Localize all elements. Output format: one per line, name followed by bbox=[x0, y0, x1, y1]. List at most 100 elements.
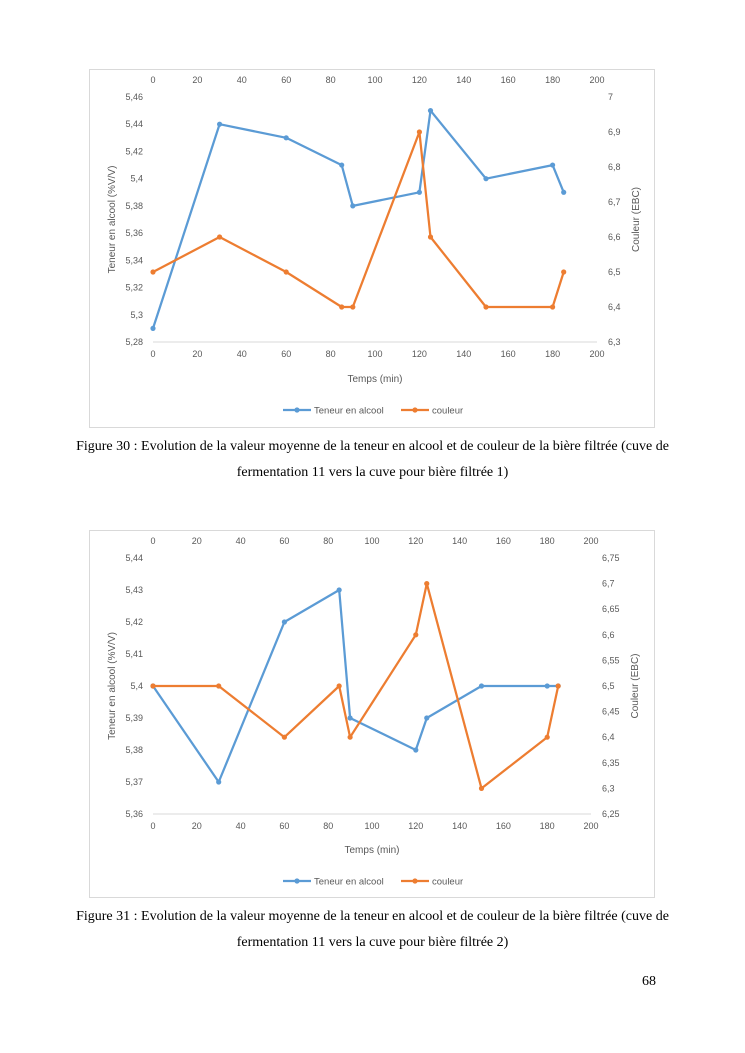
series-line-alcool bbox=[152, 588, 559, 784]
y2-tick-label: 6,7 bbox=[608, 197, 621, 207]
x-tick-label: 60 bbox=[281, 349, 291, 359]
data-point-couleur bbox=[283, 269, 289, 275]
legend-label-alcool: Teneur en alcool bbox=[314, 406, 384, 417]
x2-tick-label: 20 bbox=[192, 75, 202, 85]
y2-tick-label: 6,65 bbox=[602, 604, 620, 614]
y2-tick-label: 6,9 bbox=[608, 127, 621, 137]
data-point-couleur bbox=[424, 581, 430, 587]
y-tick-label: 5,42 bbox=[125, 617, 143, 627]
y-tick-label: 5,32 bbox=[125, 283, 143, 293]
y-tick-label: 5,43 bbox=[125, 585, 143, 595]
x-tick-label: 200 bbox=[589, 349, 604, 359]
y2-tick-label: 6,5 bbox=[608, 267, 621, 277]
x2-tick-label: 40 bbox=[237, 75, 247, 85]
data-point-couleur bbox=[478, 785, 485, 791]
x2-tick-label: 20 bbox=[192, 536, 202, 546]
x2-tick-label: 120 bbox=[412, 75, 427, 85]
x-tick-label: 180 bbox=[545, 349, 560, 359]
y-tick-label: 5,28 bbox=[125, 337, 143, 347]
legend-marker-alcool bbox=[294, 407, 300, 413]
data-point-couleur bbox=[483, 304, 489, 310]
y2-tick-label: 6,5 bbox=[602, 681, 615, 691]
y-tick-label: 5,38 bbox=[125, 745, 143, 755]
data-point-alcool bbox=[478, 683, 485, 689]
y-tick-label: 5,34 bbox=[125, 255, 143, 265]
x2-tick-label: 140 bbox=[456, 75, 471, 85]
x2-tick-label: 180 bbox=[545, 75, 560, 85]
x2-tick-label: 140 bbox=[452, 536, 467, 546]
y2-tick-label: 6,3 bbox=[602, 783, 615, 793]
y2-tick-label: 6,4 bbox=[602, 732, 615, 742]
y-tick-label: 5,39 bbox=[125, 713, 143, 723]
data-point-couleur bbox=[350, 304, 356, 310]
data-point-couleur bbox=[413, 632, 419, 638]
x2-tick-label: 80 bbox=[323, 536, 333, 546]
data-point-alcool bbox=[544, 683, 550, 689]
data-point-alcool bbox=[281, 619, 287, 625]
x2-tick-label: 180 bbox=[540, 536, 555, 546]
data-point-couleur bbox=[150, 269, 156, 275]
x2-tick-label: 160 bbox=[496, 536, 511, 546]
data-point-alcool bbox=[350, 203, 356, 209]
y-tick-label: 5,44 bbox=[125, 119, 143, 129]
legend-marker-alcool bbox=[294, 878, 300, 884]
x-tick-label: 140 bbox=[456, 349, 471, 359]
x-tick-label: 40 bbox=[237, 349, 247, 359]
data-point-alcool bbox=[561, 189, 567, 195]
y-tick-label: 5,4 bbox=[130, 174, 143, 184]
data-point-couleur bbox=[216, 683, 222, 689]
y-axis-title: Teneur en alcool (%V/V) bbox=[107, 166, 118, 274]
x-tick-label: 20 bbox=[192, 349, 202, 359]
y2-tick-label: 7 bbox=[608, 92, 613, 102]
figure-31-caption: Figure 31 : Evolution de la valeur moyen… bbox=[76, 909, 669, 950]
x-tick-label: 120 bbox=[408, 821, 423, 831]
data-point-couleur bbox=[336, 683, 342, 689]
x-tick-label: 80 bbox=[326, 349, 336, 359]
x2-tick-label: 0 bbox=[150, 75, 155, 85]
series-line-alcool bbox=[151, 109, 565, 329]
data-point-couleur bbox=[427, 234, 434, 240]
x2-tick-label: 120 bbox=[408, 536, 423, 546]
data-point-couleur bbox=[347, 734, 353, 740]
x-axis-title: Temps (min) bbox=[344, 845, 399, 856]
x-tick-label: 40 bbox=[236, 821, 246, 831]
series-line-couleur bbox=[152, 130, 565, 309]
x2-tick-label: 60 bbox=[279, 536, 289, 546]
data-point-couleur bbox=[555, 683, 561, 689]
y-axis-title: Teneur en alcool (%V/V) bbox=[107, 632, 118, 740]
x-tick-label: 20 bbox=[192, 821, 202, 831]
data-point-couleur bbox=[150, 683, 156, 689]
x-axis-title: Temps (min) bbox=[347, 374, 402, 385]
y-tick-label: 5,4 bbox=[130, 681, 143, 691]
data-point-alcool bbox=[216, 779, 222, 785]
data-point-couleur bbox=[544, 734, 550, 740]
y-tick-label: 5,41 bbox=[125, 649, 143, 659]
legend-label-couleur: couleur bbox=[432, 877, 463, 888]
x2-tick-label: 200 bbox=[583, 536, 598, 546]
chart-30-svg: 0 0 20 20 40 40 60 60 80 80 100 100 120 120 140 140 160 1… bbox=[107, 75, 642, 417]
x-tick-label: 180 bbox=[540, 821, 555, 831]
x2-tick-label: 60 bbox=[281, 75, 291, 85]
y-tick-label: 5,3 bbox=[130, 310, 143, 320]
x-tick-label: 100 bbox=[367, 349, 382, 359]
data-point-couleur bbox=[217, 234, 223, 240]
data-point-alcool bbox=[483, 176, 489, 182]
y-tick-label: 5,36 bbox=[125, 809, 143, 819]
y2-tick-label: 6,25 bbox=[602, 809, 620, 819]
data-point-alcool bbox=[413, 747, 419, 753]
y-tick-label: 5,38 bbox=[125, 201, 143, 211]
data-point-couleur bbox=[561, 269, 567, 275]
data-point-couleur bbox=[281, 734, 287, 740]
y-tick-label: 5,44 bbox=[125, 553, 143, 563]
x-tick-label: 60 bbox=[279, 821, 289, 831]
x-tick-label: 0 bbox=[150, 349, 155, 359]
data-point-alcool bbox=[217, 121, 223, 127]
x2-tick-label: 0 bbox=[150, 536, 155, 546]
y-tick-label: 5,46 bbox=[125, 92, 143, 102]
x-tick-label: 0 bbox=[150, 821, 155, 831]
legend-label-alcool: Teneur en alcool bbox=[314, 877, 384, 888]
data-point-alcool bbox=[347, 715, 353, 721]
legend-label-couleur: couleur bbox=[432, 406, 463, 417]
y2-tick-label: 6,7 bbox=[602, 579, 615, 589]
data-point-alcool bbox=[416, 189, 422, 195]
